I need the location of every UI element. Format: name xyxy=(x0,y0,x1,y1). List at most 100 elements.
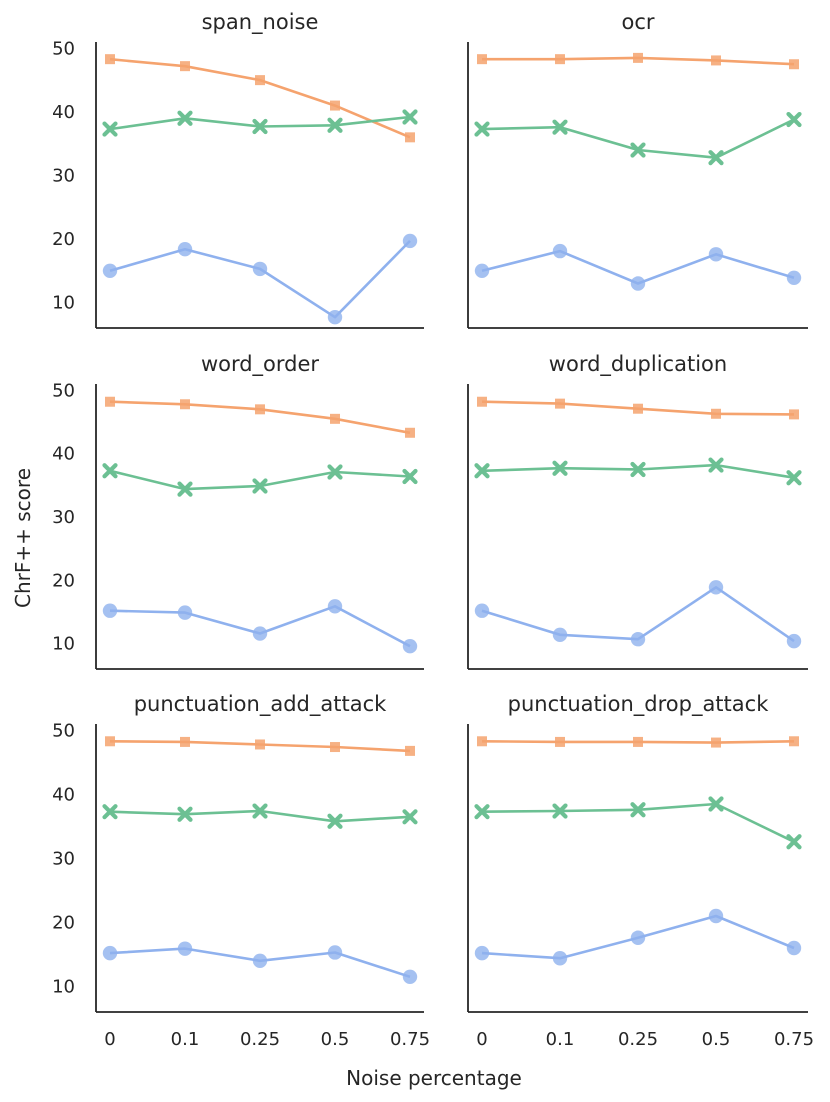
y-tick-label: 30 xyxy=(52,165,75,186)
square-point xyxy=(711,408,721,419)
square-point xyxy=(789,59,799,70)
circle-point xyxy=(630,276,646,291)
y-tick-label: 30 xyxy=(52,507,75,528)
circle-point xyxy=(102,945,118,961)
x-point xyxy=(177,110,193,126)
x-point xyxy=(102,463,118,479)
x-point xyxy=(552,460,568,476)
x-point xyxy=(474,804,490,820)
series-circle xyxy=(474,908,802,966)
x-point xyxy=(327,117,343,133)
square-point xyxy=(255,404,265,415)
x-point xyxy=(177,806,193,822)
square-point xyxy=(180,61,190,72)
y-tick-label: 50 xyxy=(52,720,75,741)
y-tick-label: 50 xyxy=(52,38,75,59)
series-x xyxy=(102,803,418,829)
x-tick-label: 0.75 xyxy=(390,1029,430,1050)
panel-title: word_order xyxy=(201,352,319,377)
series-line xyxy=(109,239,411,319)
x-tick-label: 0.1 xyxy=(171,1029,200,1050)
circle-point xyxy=(402,639,418,654)
x-point xyxy=(402,809,418,825)
x-tick-label: 0.25 xyxy=(618,1029,658,1050)
x-point xyxy=(252,118,268,135)
square-point xyxy=(633,403,643,414)
circle-point xyxy=(252,626,268,641)
square-point xyxy=(180,736,190,747)
circle-point xyxy=(177,241,193,257)
panel-span-noise: span_noise 10 20 30 40 50 xyxy=(52,10,424,329)
series-square xyxy=(105,396,415,438)
x-point xyxy=(252,478,268,494)
square-point xyxy=(555,736,565,747)
y-tick-label: 40 xyxy=(52,444,75,465)
y-axis-label: ChrF++ score xyxy=(11,468,35,608)
series-square xyxy=(477,396,799,420)
circle-point xyxy=(327,309,343,325)
y-tick-label: 40 xyxy=(52,784,75,805)
circle-point xyxy=(786,940,802,956)
x-tick-label: 0.1 xyxy=(546,1029,575,1050)
circle-point xyxy=(327,599,343,614)
square-point xyxy=(405,132,415,143)
square-point xyxy=(711,55,721,66)
series-x xyxy=(102,109,418,137)
x-point xyxy=(474,121,490,137)
x-point xyxy=(552,803,568,819)
panel-title: word_duplication xyxy=(549,352,727,377)
series-x xyxy=(474,457,802,486)
circle-point xyxy=(708,580,724,595)
square-point xyxy=(555,54,565,65)
series-circle xyxy=(474,580,802,649)
x-point xyxy=(252,803,268,819)
circle-point xyxy=(786,270,802,285)
x-point xyxy=(630,461,646,478)
circle-point xyxy=(327,945,343,960)
facet-grid: span_noise 10 20 30 40 50 ocr word_order 10 20 30 4… xyxy=(52,10,814,1050)
series-circle xyxy=(102,941,418,984)
square-point xyxy=(180,399,190,410)
square-point xyxy=(633,52,643,63)
series-x xyxy=(474,796,802,850)
square-point xyxy=(105,396,115,407)
x-point xyxy=(474,463,490,479)
y-tick-label: 10 xyxy=(52,293,75,314)
y-tick-label: 30 xyxy=(52,848,75,869)
square-point xyxy=(789,409,799,420)
circle-point xyxy=(402,233,418,249)
series-circle xyxy=(474,243,802,291)
y-tick-label: 20 xyxy=(52,570,75,591)
x-tick-label: 0.5 xyxy=(321,1029,350,1050)
square-point xyxy=(330,742,340,753)
x-point xyxy=(402,468,418,485)
circle-point xyxy=(552,951,568,966)
panel-title: ocr xyxy=(621,10,654,34)
x-point xyxy=(708,150,724,166)
x-point xyxy=(102,804,118,820)
circle-point xyxy=(708,247,724,262)
series-x xyxy=(474,111,802,166)
circle-point xyxy=(552,627,568,642)
x-point xyxy=(786,834,802,850)
square-point xyxy=(405,745,415,756)
circle-point xyxy=(402,969,418,984)
x-point xyxy=(708,796,724,812)
y-tick-label: 10 xyxy=(52,634,75,655)
circle-point xyxy=(252,953,268,968)
square-point xyxy=(477,736,487,747)
x-point xyxy=(786,470,802,486)
y-tick-label: 40 xyxy=(52,102,75,123)
square-point xyxy=(477,54,487,65)
y-tick-label: 20 xyxy=(52,229,75,250)
square-point xyxy=(789,736,799,747)
x-point xyxy=(402,109,418,125)
series-circle xyxy=(102,233,418,325)
square-point xyxy=(711,737,721,748)
x-point xyxy=(327,464,343,480)
panel-word-order: word_order 10 20 30 40 50 xyxy=(52,352,424,670)
panel-title: span_noise xyxy=(202,10,319,35)
square-point xyxy=(255,75,265,86)
y-tick-label: 20 xyxy=(52,912,75,933)
